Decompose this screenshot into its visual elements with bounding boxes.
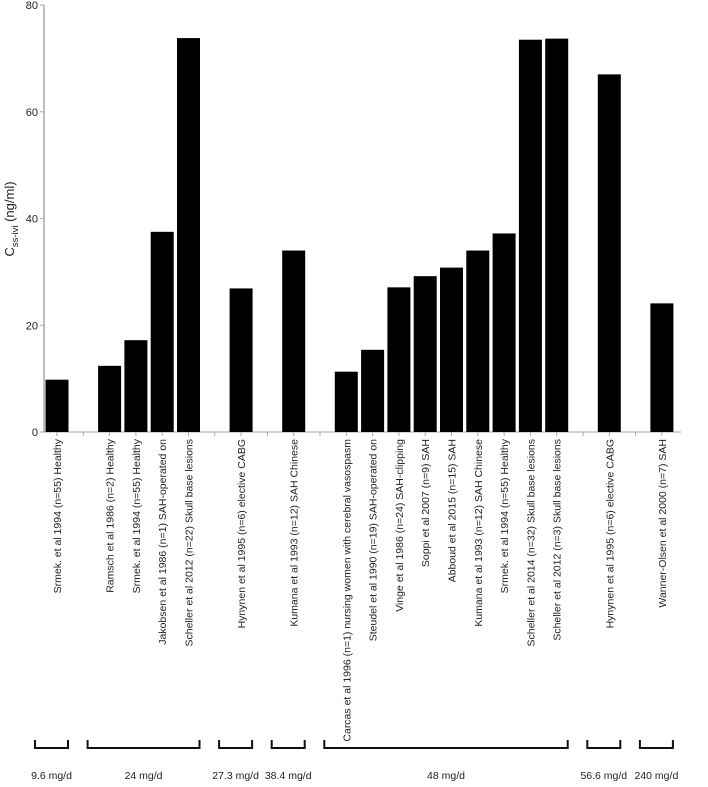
bar bbox=[440, 267, 463, 432]
bar bbox=[150, 231, 174, 432]
bar bbox=[545, 38, 569, 432]
category-label: Srmek. et al 1994 (n=55) Healthy bbox=[52, 438, 64, 593]
bar bbox=[229, 288, 253, 432]
category-label: Steudel et al 1990 (n=19) SAH-operated o… bbox=[368, 439, 380, 641]
dose-bracket bbox=[323, 740, 569, 749]
category-label: Srmek. et al 1994 (n=55) Healthy bbox=[131, 438, 143, 593]
bar bbox=[282, 250, 306, 432]
bar bbox=[45, 379, 69, 432]
x-axis bbox=[44, 431, 681, 436]
y-tick-label: 80 bbox=[26, 0, 38, 12]
category-label: Hynynen et al 1995 (n=6) elective CABG bbox=[604, 439, 616, 628]
category-label: Scheller et al 2012 (n=3) Skull base les… bbox=[552, 439, 564, 641]
bar bbox=[98, 365, 122, 432]
bar bbox=[466, 250, 490, 432]
dose-label: 9.6 mg/d bbox=[31, 770, 72, 782]
dose-bracket bbox=[218, 740, 254, 749]
dose-label: 38.4 mg/d bbox=[265, 770, 312, 782]
bars bbox=[45, 38, 674, 432]
y-axis-label: Css-ivi (ng/ml) bbox=[2, 181, 21, 256]
category-label: Jakobsen et al 1986 (n=1) SAH-operated o… bbox=[157, 439, 169, 645]
y-tick-label: 0 bbox=[32, 427, 38, 439]
y-tick-label: 20 bbox=[26, 320, 38, 332]
dose-label: 27.3 mg/d bbox=[212, 770, 259, 782]
dose-label: 24 mg/d bbox=[125, 770, 163, 782]
bar bbox=[492, 233, 516, 432]
bar bbox=[334, 371, 358, 432]
dose-bracket bbox=[86, 740, 201, 749]
bar bbox=[518, 39, 542, 432]
y-tick-label: 40 bbox=[26, 214, 38, 226]
bar bbox=[177, 38, 200, 432]
dose-bracket bbox=[34, 740, 69, 749]
category-label: Ramsch et al 1986 (n=2) Healthy bbox=[105, 438, 117, 593]
category-label: Carcas et al 1996 (n=1) nursing women wi… bbox=[341, 439, 353, 742]
bar bbox=[124, 340, 148, 432]
dose-bracket bbox=[586, 740, 622, 749]
dose-label: 56.6 mg/d bbox=[580, 770, 627, 782]
category-label: Wanner-Olsen et al 2000 (n=7) SAH bbox=[657, 439, 669, 608]
category-label: Soppi et al 2007 (n=9) SAH bbox=[420, 439, 432, 567]
y-axis: 0 20 40 60 80 bbox=[26, 0, 45, 439]
category-label: Vinge et al 1986 (n=24) SAH-clipping bbox=[394, 439, 406, 612]
y-tick-label: 60 bbox=[26, 107, 38, 119]
category-label: Scheller et al 2014 (n=32) Skull base le… bbox=[525, 439, 537, 647]
bar bbox=[387, 287, 411, 432]
category-label: Kumana et al 1993 (n=12) SAH Chinese bbox=[473, 439, 485, 627]
dose-group-brackets: 9.6 mg/d 24 mg/d 27.3 mg/d 38.4 mg/d 48 mg/d… bbox=[31, 740, 678, 782]
dose-bracket bbox=[270, 740, 306, 749]
category-label: Abboud et al 2015 (n=15) SAH bbox=[447, 439, 459, 582]
category-label: Kumana et al 1993 (n=12) SAH Chinese bbox=[289, 439, 301, 627]
dose-bracket bbox=[638, 740, 674, 749]
category-label: Hynynen et al 1995 (n=6) elective CABG bbox=[236, 439, 248, 628]
bar bbox=[650, 303, 674, 432]
dose-label: 240 mg/d bbox=[635, 770, 679, 782]
dose-label: 48 mg/d bbox=[427, 770, 465, 782]
category-label: Scheller et al 2012 (n=22) Skull base le… bbox=[184, 439, 196, 647]
bar bbox=[413, 276, 437, 432]
category-label: Srmek. et al 1994 (n=55) Healthy bbox=[499, 438, 511, 593]
category-labels: Srmek. et al 1994 (n=55) Healthy Ramsch e… bbox=[52, 438, 669, 741]
bar bbox=[361, 349, 385, 432]
bar bbox=[597, 74, 621, 432]
